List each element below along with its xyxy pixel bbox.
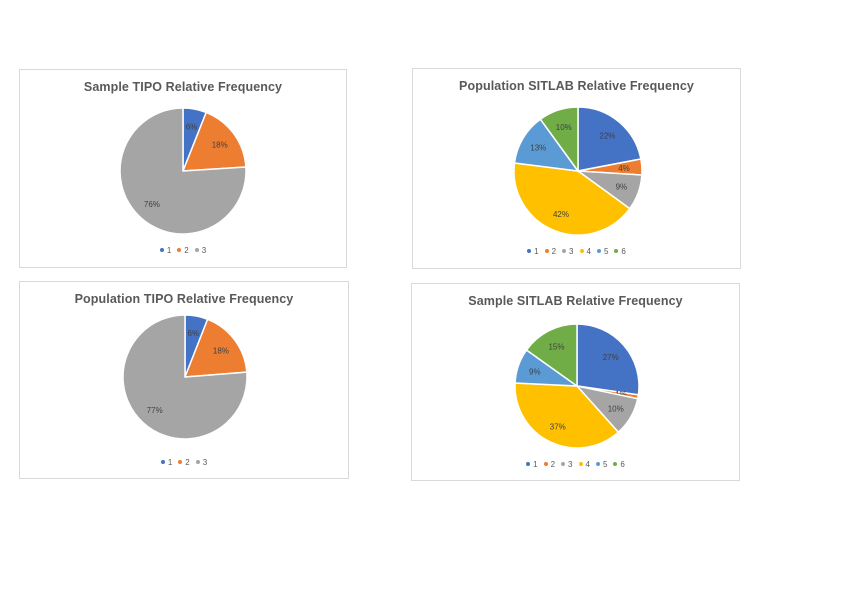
slice-label-1: 6% <box>188 329 200 338</box>
slice-label-1: 6% <box>186 122 198 131</box>
chart-legend: 1 2 3 4 5 6 <box>412 460 739 469</box>
chart-sample-tipo: Sample TIPO Relative Frequency 6% 18% 76% … <box>19 69 347 268</box>
legend-swatch <box>160 459 165 464</box>
pie-chart: 6% 18% 77% <box>122 314 248 440</box>
pie-slice-2 <box>181 111 247 172</box>
slice-label-6: 15% <box>548 342 564 351</box>
legend-item-3: 3 <box>561 460 573 469</box>
legend-item-2: 2 <box>544 247 557 256</box>
legend-label: 5 <box>602 460 608 469</box>
legend-label: 2 <box>185 458 190 467</box>
slice-label-5: 9% <box>529 367 541 376</box>
slice-label-3: 77% <box>147 406 163 415</box>
chart-legend: 1 2 3 4 5 6 <box>413 247 740 256</box>
chart-legend: 1 2 3 <box>20 458 348 467</box>
chart-sample-sitlab: Sample SITLAB Relative Frequency 27% 1% 10… <box>411 283 740 481</box>
legend-swatch <box>526 461 531 466</box>
legend-swatch <box>596 248 601 253</box>
pie-slice-3 <box>119 107 247 235</box>
legend-swatch <box>562 248 567 253</box>
legend-item-3: 3 <box>195 458 208 467</box>
legend-swatch <box>595 461 600 466</box>
legend-label: 1 <box>166 246 172 255</box>
legend-swatch <box>543 461 548 466</box>
legend-label: 3 <box>201 246 207 255</box>
legend-swatch <box>613 461 618 466</box>
slice-label-3: 9% <box>616 183 628 192</box>
legend-item-3: 3 <box>562 247 574 256</box>
slice-label-1: 27% <box>603 353 619 362</box>
legend-item-4: 4 <box>578 460 590 469</box>
legend-swatch <box>579 248 584 253</box>
slice-label-3: 76% <box>144 200 160 209</box>
legend-swatch <box>194 247 199 252</box>
legend-label: 6 <box>620 460 625 469</box>
pie-chart: 22% 4% 9% 42% 13% 10% <box>513 106 643 236</box>
legend-label: 2 <box>551 247 557 256</box>
slice-label-2: 18% <box>213 346 229 355</box>
legend-label: 4 <box>585 460 590 469</box>
legend-label: 3 <box>568 460 573 469</box>
legend-swatch <box>578 461 583 466</box>
legend-label: 1 <box>534 247 539 256</box>
chart-legend: 1 2 3 <box>20 246 346 255</box>
pie-slice-1 <box>576 323 640 396</box>
legend-swatch <box>561 461 566 466</box>
legend-item-4: 4 <box>579 247 591 256</box>
legend-item-1: 1 <box>159 246 172 255</box>
legend-item-1: 1 <box>527 247 539 256</box>
chart-title: Sample SITLAB Relative Frequency <box>468 294 683 308</box>
legend-label: 3 <box>202 458 208 467</box>
legend-swatch <box>177 247 182 252</box>
legend-item-2: 2 <box>177 246 189 255</box>
legend-swatch <box>544 248 549 253</box>
slice-label-6: 10% <box>556 123 572 132</box>
slice-label-4: 37% <box>550 422 566 431</box>
legend-item-6: 6 <box>614 247 626 256</box>
slice-label-2: 18% <box>212 140 228 149</box>
legend-label: 6 <box>621 247 626 256</box>
chart-title: Sample TIPO Relative Frequency <box>83 80 283 94</box>
legend-label: 2 <box>550 460 556 469</box>
chart-title: Population SITLAB Relative Frequency <box>459 79 694 93</box>
legend-item-2: 2 <box>543 460 556 469</box>
legend-item-5: 5 <box>596 247 609 256</box>
legend-swatch <box>178 459 183 464</box>
pie-chart: 27% 1% 10% 37% 9% 15% <box>514 323 640 449</box>
legend-item-6: 6 <box>613 460 625 469</box>
pie-slice-3 <box>122 314 248 440</box>
pie-slice-4 <box>514 382 620 449</box>
pie-slice-1 <box>577 106 642 172</box>
legend-item-1: 1 <box>526 460 538 469</box>
chart-title: Population TIPO Relative Frequency <box>74 292 294 306</box>
legend-item-3: 3 <box>194 246 207 255</box>
legend-swatch <box>527 248 532 253</box>
legend-item-2: 2 <box>178 458 190 467</box>
legend-swatch <box>614 248 619 253</box>
legend-label: 1 <box>533 460 538 469</box>
legend-label: 5 <box>603 247 609 256</box>
slice-label-4: 42% <box>553 210 569 219</box>
slice-label-3: 10% <box>608 404 624 413</box>
slice-label-2: 1% <box>615 390 627 399</box>
chart-population-sitlab: Population SITLAB Relative Frequency 22%… <box>412 68 741 269</box>
legend-swatch <box>195 459 200 464</box>
slice-label-1: 22% <box>599 132 615 141</box>
legend-label: 4 <box>586 247 591 256</box>
legend-label: 2 <box>184 246 189 255</box>
slice-label-5: 13% <box>530 144 546 153</box>
pie-slice-2 <box>183 318 248 378</box>
legend-label: 3 <box>569 247 574 256</box>
pie-slice-4 <box>513 162 631 236</box>
legend-item-1: 1 <box>160 458 173 467</box>
pie-slice-6 <box>539 106 579 174</box>
slice-label-2: 4% <box>618 164 630 173</box>
pie-slice-6 <box>525 323 578 388</box>
pie-chart: 6% 18% 76% <box>119 107 247 235</box>
chart-population-tipo: Population TIPO Relative Frequency 6% 18%… <box>19 281 349 479</box>
legend-label: 1 <box>167 458 173 467</box>
legend-swatch <box>159 247 164 252</box>
legend-item-5: 5 <box>595 460 608 469</box>
